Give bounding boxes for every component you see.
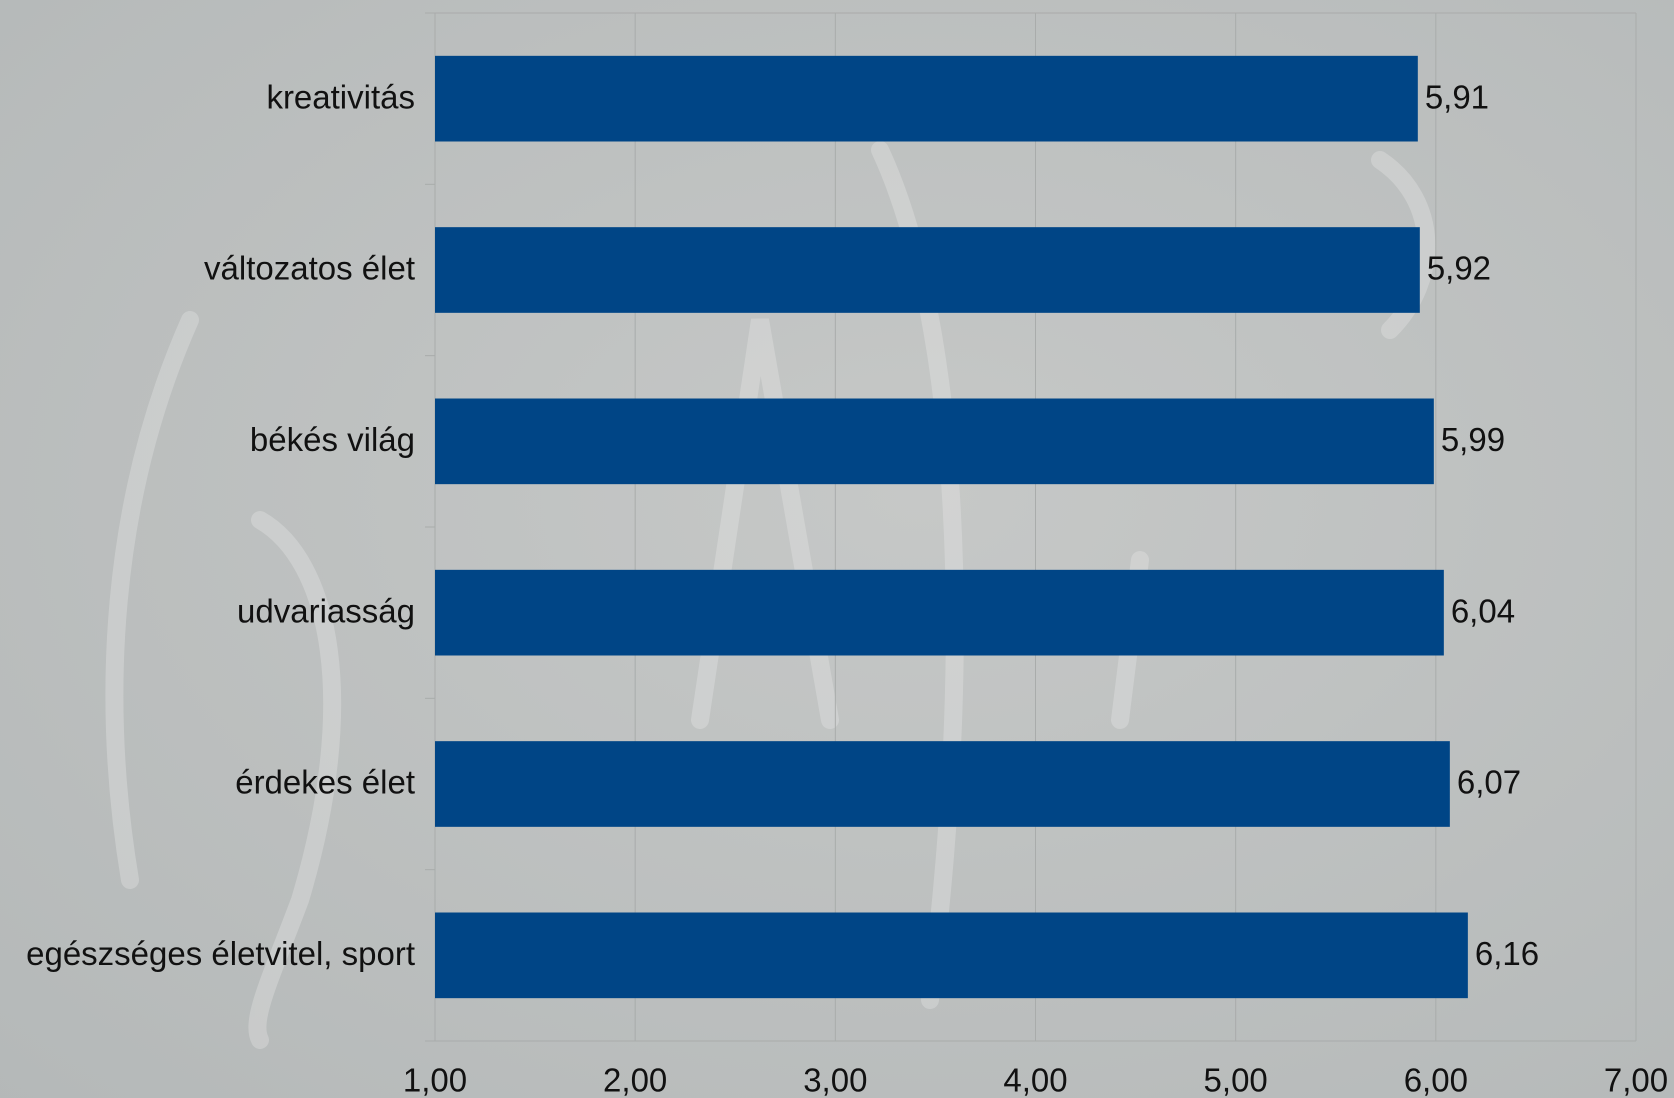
value-label: 5,92	[1427, 250, 1491, 287]
bar	[435, 398, 1434, 485]
y-tick-label: békés világ	[250, 421, 415, 458]
y-tick-label: érdekes élet	[235, 764, 415, 801]
value-label: 5,99	[1441, 421, 1505, 458]
bar	[435, 741, 1450, 827]
y-tick-label: kreativitás	[266, 78, 415, 115]
bar	[435, 912, 1468, 999]
y-tick-label: egészséges életvitel, sport	[26, 935, 415, 972]
bar	[435, 227, 1420, 313]
x-tick-label: 6,00	[1404, 1062, 1468, 1098]
value-label: 6,16	[1475, 935, 1539, 972]
bar	[435, 55, 1418, 142]
value-label: 6,04	[1451, 592, 1515, 629]
y-tick-label: változatos élet	[204, 250, 415, 287]
x-tick-label: 2,00	[603, 1062, 667, 1098]
bar	[435, 569, 1444, 656]
value-label: 5,91	[1425, 78, 1489, 115]
y-tick-label: udvariasság	[237, 592, 415, 629]
value-label: 6,07	[1457, 764, 1521, 801]
x-tick-label: 4,00	[1003, 1062, 1067, 1098]
x-tick-label: 3,00	[803, 1062, 867, 1098]
x-tick-label: 5,00	[1204, 1062, 1268, 1098]
x-tick-label: 7,00	[1604, 1062, 1668, 1098]
x-tick-label: 1,00	[403, 1062, 467, 1098]
